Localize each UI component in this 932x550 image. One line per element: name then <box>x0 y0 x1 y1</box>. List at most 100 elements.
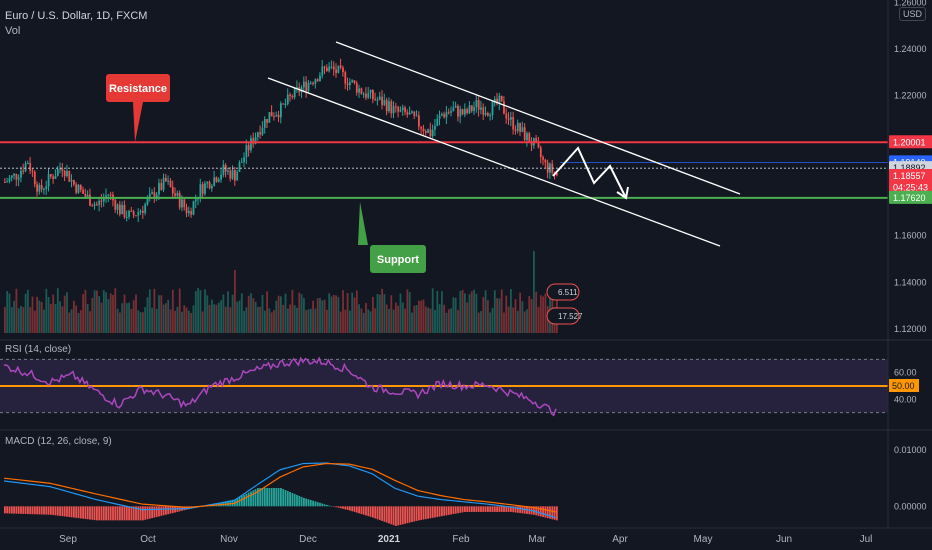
macd-histogram-bar <box>162 506 165 516</box>
candle-body <box>217 179 220 182</box>
support-callout[interactable]: Support <box>358 201 426 273</box>
volume-bar <box>514 299 517 333</box>
candle-body <box>220 174 222 180</box>
volume-bar <box>475 293 478 333</box>
candle-body <box>404 107 406 113</box>
candle-body <box>130 210 133 212</box>
volume-bar <box>144 307 147 333</box>
candle-body <box>378 96 381 100</box>
volume-bar <box>206 295 209 333</box>
resistance-callout[interactable]: Resistance <box>106 74 170 143</box>
candle-body <box>349 82 351 86</box>
volume-bar <box>275 300 278 333</box>
volume-bar <box>296 307 298 333</box>
time-axis[interactable]: Sep Oct Nov Dec 2021 Feb Mar Apr May Jun Jul <box>59 534 872 545</box>
candle-body <box>362 93 365 95</box>
candle-body <box>514 129 517 131</box>
volume-bar <box>298 292 301 333</box>
volume-bar <box>408 292 411 333</box>
time-tick-label: Nov <box>220 534 238 545</box>
candle-body <box>305 81 308 91</box>
volume-bar <box>286 308 289 333</box>
price-axis[interactable]: 1.260001.240001.220001.200001.160001.140… <box>0 0 932 529</box>
candle-body <box>447 112 450 114</box>
volume-bar <box>213 304 216 333</box>
candle-body <box>107 194 110 196</box>
volume-bar <box>155 309 158 333</box>
macd-histogram-bar <box>165 506 167 515</box>
volume-bar <box>374 308 377 333</box>
volume-bar <box>360 308 363 333</box>
macd-histogram-bar <box>480 506 482 512</box>
volume-bar <box>199 290 202 333</box>
volume-bar <box>328 293 331 333</box>
candle-body <box>346 83 349 86</box>
macd-histogram-bar <box>507 506 510 512</box>
candle-body <box>358 88 360 93</box>
volume-bar <box>392 309 395 333</box>
volume-bar <box>52 294 55 333</box>
candle-body <box>171 186 174 194</box>
volume-bar <box>305 310 308 333</box>
macd-histogram-bar <box>551 506 554 520</box>
volume-bar <box>211 299 213 333</box>
macd-histogram-bar <box>128 506 130 521</box>
macd-histogram-bar <box>6 506 9 514</box>
candle-body <box>415 115 418 117</box>
candle-body <box>146 198 149 205</box>
candle-body <box>91 205 94 207</box>
candle-body <box>408 112 411 115</box>
macd-histogram-bar <box>514 506 517 513</box>
candle-body <box>355 83 358 93</box>
volume-bar <box>309 308 312 333</box>
volume-bar <box>344 309 347 333</box>
candle-body <box>307 83 310 91</box>
candle-body <box>365 93 367 98</box>
candle-body <box>158 183 160 195</box>
macd-histogram-bar <box>123 506 126 521</box>
volume-bar <box>385 304 388 333</box>
macd-histogram-bar <box>66 506 68 517</box>
candle-body <box>427 129 429 133</box>
volume-bar <box>362 312 365 333</box>
candle-body <box>59 168 61 170</box>
volume-bar <box>231 294 234 333</box>
volume-bar <box>123 294 126 333</box>
macd-histogram-bar <box>305 498 308 507</box>
macd-histogram-bar <box>240 495 243 507</box>
volume-bar <box>130 308 133 333</box>
candle-body <box>521 127 524 132</box>
candle-body <box>13 173 15 176</box>
volume-bar <box>436 290 439 333</box>
candle-body <box>273 116 275 118</box>
volume-bar <box>119 312 121 333</box>
macd-histogram-bar <box>75 506 78 518</box>
macd-histogram-bar <box>496 506 498 512</box>
volume-bar <box>404 308 406 333</box>
macd-histogram-bar <box>314 501 317 507</box>
currency-badge[interactable]: USD <box>899 7 927 21</box>
candle-body <box>155 194 158 199</box>
price-tick-label: 1.14000 <box>894 277 927 287</box>
volume-bar <box>507 306 510 333</box>
macd-histogram-bar <box>160 506 163 516</box>
macd-histogram-bar <box>309 499 312 507</box>
volume-bar <box>401 302 404 333</box>
macd-histogram-bar <box>392 506 395 526</box>
volume-bar <box>61 306 64 333</box>
candle-body <box>178 192 181 208</box>
candle-body <box>321 66 324 76</box>
rsi-value-label: 50.00 <box>892 381 915 391</box>
volume-bar <box>70 309 73 333</box>
macd-histogram-bar <box>316 502 319 507</box>
candle-body <box>24 163 27 172</box>
candle-body <box>208 182 211 189</box>
volume-bar <box>20 305 22 333</box>
symbol-title: Euro / U.S. Dollar, 1D, FXCM <box>5 10 148 22</box>
candle-body <box>537 142 540 148</box>
macd-histogram-bar <box>68 506 71 517</box>
volume-bar <box>303 298 305 333</box>
time-tick-label: Sep <box>59 534 77 545</box>
volume-bar <box>482 297 485 333</box>
